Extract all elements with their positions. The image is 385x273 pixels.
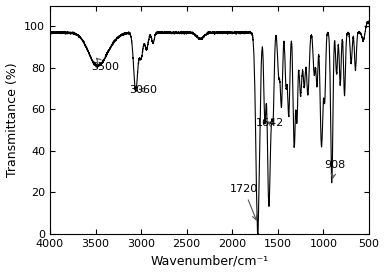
X-axis label: Wavenumber/cm⁻¹: Wavenumber/cm⁻¹ bbox=[151, 254, 268, 268]
Text: 908: 908 bbox=[325, 159, 346, 178]
Y-axis label: Transmittance (%): Transmittance (%) bbox=[5, 63, 18, 177]
Text: 3500: 3500 bbox=[92, 58, 120, 72]
Text: 1720: 1720 bbox=[230, 185, 258, 220]
Text: 3060: 3060 bbox=[129, 85, 157, 95]
Text: 1642: 1642 bbox=[256, 118, 284, 128]
